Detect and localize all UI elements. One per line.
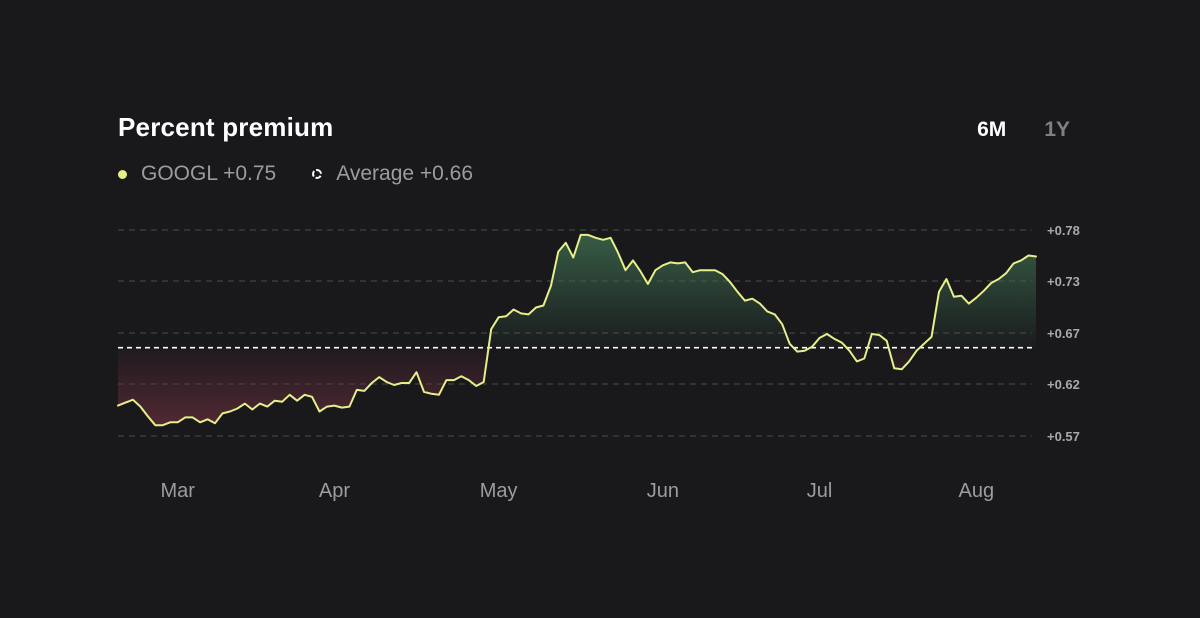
chart-title: Percent premium [118, 112, 334, 142]
x-tick-label: Aug [958, 480, 994, 502]
y-tick-label: +0.57 [1047, 429, 1080, 444]
x-tick-label: Mar [160, 480, 195, 502]
y-tick-label: +0.67 [1047, 326, 1080, 341]
y-tick-label: +0.62 [1047, 377, 1080, 392]
x-tick-label: May [480, 480, 518, 502]
legend-item-average: Average +0.66 [312, 162, 473, 186]
area-fill-above-average [118, 234, 1036, 348]
y-tick-label: +0.73 [1047, 274, 1080, 289]
legend-item-series: GOOGL +0.75 [118, 162, 276, 186]
y-tick-label: +0.78 [1047, 223, 1080, 238]
range-selector: 6M 1Y [977, 118, 1070, 142]
average-dashed-circle-icon [312, 169, 323, 179]
legend-average-label: Average +0.66 [336, 162, 474, 185]
range-tab-1y[interactable]: 1Y [1044, 118, 1070, 141]
legend-series-label: GOOGL +0.75 [141, 162, 277, 185]
range-tab-6m[interactable]: 6M [977, 118, 1007, 141]
x-tick-label: Apr [319, 480, 350, 502]
series-dot-icon [118, 169, 127, 179]
area-fill-below-average [118, 347, 920, 426]
x-tick-label: Jul [807, 480, 833, 502]
x-tick-label: Jun [647, 480, 679, 502]
series-line-googl [117, 233, 1037, 427]
chart-legend: GOOGL +0.75 Average +0.66 [118, 162, 473, 186]
